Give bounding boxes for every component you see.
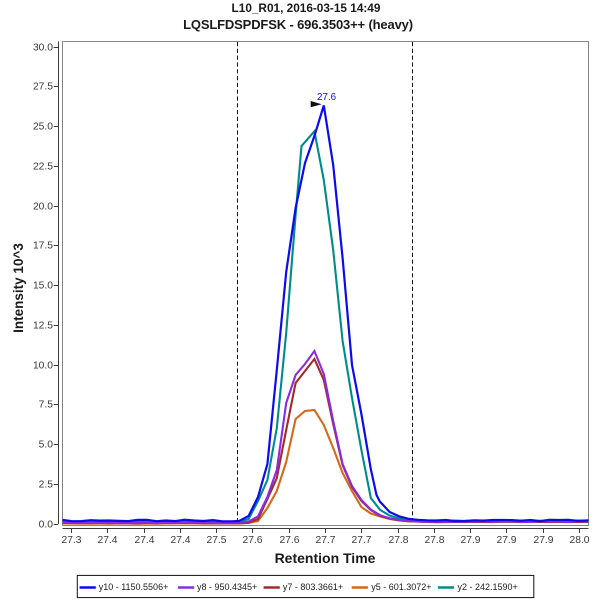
svg-text:27.5: 27.5	[206, 535, 226, 546]
svg-text:27.5: 27.5	[33, 82, 53, 93]
svg-text:27.9: 27.9	[533, 535, 553, 546]
svg-text:25.0: 25.0	[33, 122, 53, 133]
svg-text:27.9: 27.9	[460, 535, 480, 546]
svg-text:Intensity 10^3: Intensity 10^3	[11, 243, 26, 333]
svg-text:y8 - 950.4345+: y8 - 950.4345+	[197, 582, 257, 592]
svg-text:LQSLFDSPDFSK - 696.3503++ (hea: LQSLFDSPDFSK - 696.3503++ (heavy)	[183, 17, 413, 32]
svg-text:5.0: 5.0	[39, 440, 54, 451]
svg-text:27.8: 27.8	[424, 535, 444, 546]
svg-text:27.6: 27.6	[317, 92, 337, 103]
svg-text:y7 - 803.3661+: y7 - 803.3661+	[283, 582, 343, 592]
svg-text:27.3: 27.3	[61, 535, 81, 546]
svg-text:27.6: 27.6	[242, 535, 262, 546]
svg-text:y5 - 601.3072+: y5 - 601.3072+	[371, 582, 431, 592]
svg-text:27.4: 27.4	[170, 535, 190, 546]
svg-text:10.0: 10.0	[33, 361, 53, 372]
svg-text:28.0: 28.0	[569, 535, 589, 546]
svg-text:27.7: 27.7	[351, 535, 371, 546]
svg-text:27.4: 27.4	[134, 535, 154, 546]
svg-text:0.0: 0.0	[39, 520, 54, 531]
svg-text:L10_R01, 2016-03-15 14:49: L10_R01, 2016-03-15 14:49	[232, 1, 381, 15]
svg-text:27.8: 27.8	[388, 535, 408, 546]
svg-text:20.0: 20.0	[33, 202, 53, 213]
svg-text:27.9: 27.9	[496, 535, 516, 546]
svg-text:Retention Time: Retention Time	[275, 550, 376, 566]
svg-text:12.5: 12.5	[33, 321, 53, 332]
svg-text:27.6: 27.6	[279, 535, 299, 546]
svg-text:17.5: 17.5	[33, 241, 53, 252]
svg-text:30.0: 30.0	[33, 43, 53, 54]
svg-text:27.7: 27.7	[315, 535, 335, 546]
svg-text:2.5: 2.5	[39, 480, 54, 491]
svg-text:15.0: 15.0	[33, 281, 53, 292]
svg-text:27.4: 27.4	[97, 535, 117, 546]
svg-text:y10 - 1150.5506+: y10 - 1150.5506+	[99, 582, 169, 592]
svg-text:22.5: 22.5	[33, 162, 53, 173]
svg-text:7.5: 7.5	[39, 400, 54, 411]
svg-text:y2 - 242.1590+: y2 - 242.1590+	[458, 582, 518, 592]
